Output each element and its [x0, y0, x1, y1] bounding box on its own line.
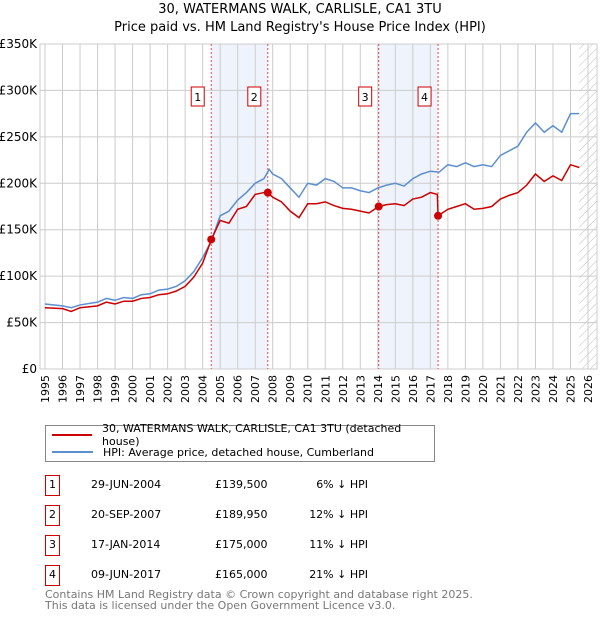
- y-tick-label: £350K: [0, 37, 38, 51]
- x-tick-label: 1995: [39, 375, 52, 403]
- chart-title: 30, WATERMANS WALK, CARLISLE, CA1 3TU: [158, 2, 442, 17]
- x-tick-label: 2023: [529, 375, 542, 403]
- legend-property-label: 30, WATERMANS WALK, CARLISLE, CA1 3TU (d…: [102, 422, 402, 448]
- sale-marker-box: [190, 86, 205, 107]
- x-tick-label: 2024: [547, 375, 560, 403]
- chart-subtitle: Price paid vs. HM Land Registry's House …: [114, 20, 486, 35]
- x-tick-label: 2018: [442, 375, 455, 403]
- sale-point: [263, 188, 272, 197]
- sale-marker-badge: 2: [45, 505, 60, 526]
- sale-date: 09-JUN-2017: [91, 568, 162, 581]
- y-tick-label: £300K: [0, 83, 38, 97]
- sale-price: £175,000: [215, 538, 268, 551]
- sale-row: 2 20-SEP-2007 £189,950 12% ↓ HPI: [45, 505, 445, 527]
- x-tick-label: 2012: [337, 375, 350, 403]
- sale-marker-box: [358, 86, 373, 107]
- sale-hpi-diff: 11% ↓ HPI: [309, 538, 368, 551]
- sale-price: £139,500: [215, 478, 268, 491]
- x-tick-label: 2016: [407, 375, 420, 403]
- x-tick-label: 2013: [354, 375, 367, 403]
- sale-marker-label: 3: [362, 91, 369, 104]
- sale-marker-badge: 1: [45, 475, 60, 496]
- legend-hpi-swatch: [52, 451, 93, 453]
- x-tick-label: 1997: [74, 375, 87, 403]
- x-tick-label: 2002: [162, 375, 175, 403]
- footer-copyright: Contains HM Land Registry data © Crown c…: [45, 588, 473, 601]
- x-tick-label: 2003: [179, 375, 192, 403]
- footer-licence: This data is licensed under the Open Gov…: [45, 599, 396, 612]
- x-tick-label: 2015: [389, 375, 402, 403]
- sale-point: [374, 202, 383, 211]
- sale-point: [434, 211, 443, 220]
- x-tick-label: 2005: [214, 375, 227, 403]
- x-tick-label: 1996: [57, 375, 70, 403]
- sale-marker-label: 4: [421, 91, 428, 104]
- x-tick-label: 2019: [459, 375, 472, 403]
- y-tick-label: £200K: [0, 176, 38, 190]
- sale-marker-label: 2: [251, 91, 258, 104]
- series-line: [44, 112, 580, 309]
- y-tick-label: £100K: [0, 269, 38, 283]
- sale-marker-box: [247, 86, 262, 107]
- sale-date: 20-SEP-2007: [91, 508, 162, 521]
- footer: Contains HM Land Registry data © Crown c…: [45, 589, 473, 611]
- sale-hpi-diff: 12% ↓ HPI: [309, 508, 368, 521]
- sale-marker-label: 1: [194, 91, 201, 104]
- y-tick-label: £50K: [6, 316, 38, 330]
- sale-hpi-diff: 21% ↓ HPI: [309, 568, 368, 581]
- x-tick-label: 2011: [319, 375, 332, 403]
- sale-marker-badge: 3: [45, 535, 60, 556]
- sale-price: £165,000: [215, 568, 268, 581]
- sale-row: 1 29-JUN-2004 £139,500 6% ↓ HPI: [45, 475, 445, 497]
- legend-hpi-label: HPI: Average price, detached house, Cumb…: [103, 445, 375, 459]
- x-tick-label: 2020: [477, 375, 490, 403]
- plot-frame: [39, 43, 598, 370]
- sale-marker-box: [417, 86, 432, 107]
- x-tick-label: 2021: [494, 375, 507, 403]
- x-tick-label: 2006: [232, 375, 245, 403]
- x-tick-label: 2000: [127, 375, 140, 403]
- price-chart: 1995 1996 1997 1998 1999 2000 2001 2002 2003 2004…: [0, 37, 598, 403]
- x-tick-label: 1998: [92, 375, 105, 403]
- x-tick-label: 2014: [372, 375, 385, 403]
- x-tick-label: 2008: [267, 375, 280, 403]
- x-tick-label: 2010: [302, 375, 315, 403]
- sale-date: 17-JAN-2014: [91, 538, 161, 551]
- series-line: [44, 163, 580, 313]
- x-tick-label: 2001: [144, 375, 157, 403]
- x-tick-label: 2017: [424, 375, 437, 403]
- x-tick-label: 2026: [582, 375, 595, 403]
- x-tick-label: 2004: [197, 375, 210, 403]
- x-tick-label: 2007: [249, 375, 262, 403]
- y-tick-label: £150K: [0, 223, 38, 237]
- x-tick-label: 2025: [564, 375, 577, 403]
- sale-date: 29-JUN-2004: [91, 478, 162, 491]
- sale-point: [207, 235, 216, 244]
- x-tick-label: 2009: [284, 375, 297, 403]
- sale-row: 3 17-JAN-2014 £175,000 11% ↓ HPI: [45, 535, 445, 557]
- y-tick-label: £250K: [0, 130, 38, 144]
- legend-property-swatch: [52, 434, 93, 436]
- sale-row: 4 09-JUN-2017 £165,000 21% ↓ HPI: [45, 565, 445, 587]
- sale-price: £189,950: [215, 508, 268, 521]
- legend: 30, WATERMANS WALK, CARLISLE, CA1 3TU (d…: [45, 422, 435, 462]
- sale-hpi-diff: 6% ↓ HPI: [316, 478, 368, 491]
- y-tick-label: £0: [22, 362, 37, 376]
- x-tick-label: 1999: [109, 375, 122, 403]
- x-tick-label: 2022: [512, 375, 525, 403]
- sale-marker-badge: 4: [45, 565, 60, 586]
